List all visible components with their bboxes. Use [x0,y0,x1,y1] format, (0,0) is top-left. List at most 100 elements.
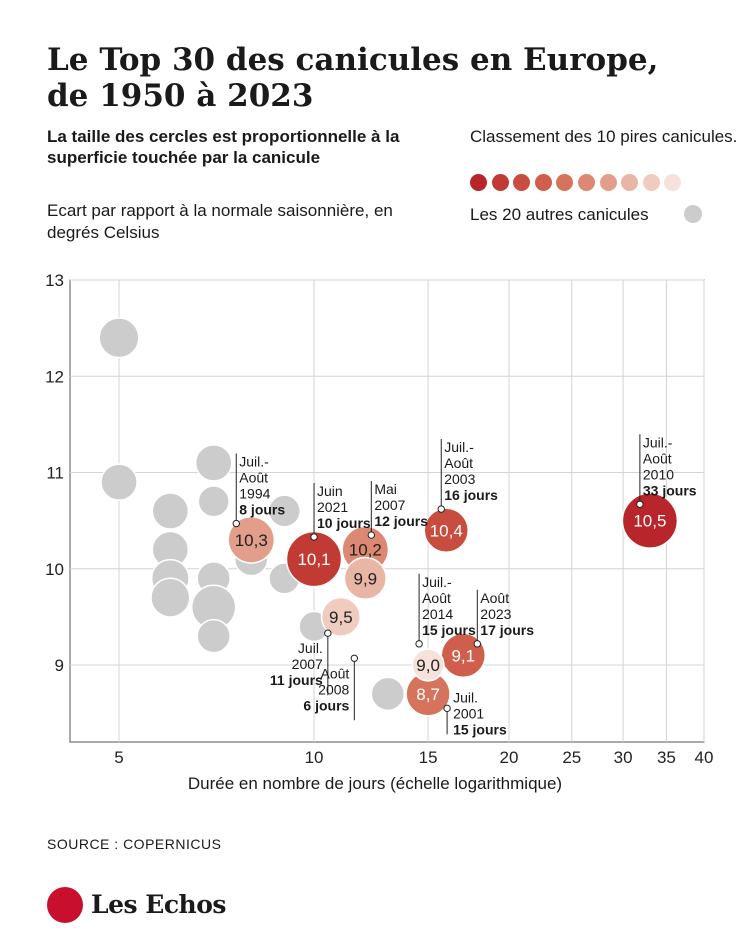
annotation-dot [443,704,451,713]
ranked-heatwave-value-label: 9,5 [329,608,353,627]
annotation-text: Mai [374,481,397,497]
annotation-dot [324,629,332,637]
other-heatwave-point [197,485,230,518]
annotation-text: 2023 [480,606,511,622]
annotation-text: 1994 [239,486,270,502]
source-note: SOURCE : COPERNICUS [47,836,222,852]
annotation-text: Juil.- [422,574,452,590]
annotation-text: 16 jours [444,487,498,503]
legend-rank-dot-7 [599,174,617,191]
other-heatwave-point [151,492,190,530]
other-heatwave-point [267,494,301,528]
annotation-text: 17 jours [480,622,534,638]
legend-rank-dot-10 [664,174,682,191]
annotation-dot [367,531,376,539]
ranked-heatwave-value-label: 10,4 [430,521,463,540]
annotation-text: 2007 [292,656,323,672]
y-axis-note: Ecart par rapport à la normale saisonniè… [47,201,393,242]
legend-rank-dot-4 [534,174,552,191]
y-tick-label: 10 [45,560,64,579]
annotation-dot [473,640,481,648]
annotation-text: 2001 [453,705,484,721]
legend-other-label: Les 20 autres canicules [470,205,649,224]
other-heatwave-point [194,444,233,482]
other-heatwave-point [100,463,138,501]
x-tick-label: 10 [305,748,324,765]
ranked-heatwave-value-label: 10,1 [297,550,330,569]
annotation-text: Août [480,590,509,606]
annotation-dot [437,505,445,513]
legend-rank-dot-3 [513,174,531,191]
annotation-text: 2010 [643,466,674,482]
annotation-text: Août [422,590,451,606]
legend-rank-dot-5 [556,174,574,191]
legend-rank-dot-6 [578,174,595,191]
x-tick-label: 30 [614,748,633,765]
y-tick-label: 11 [46,464,64,483]
other-heatwave-point [150,577,191,618]
ranked-heatwave-value-label: 9,0 [416,656,440,675]
annotation-text: Août [643,450,672,466]
annotation-text: 33 jours [643,482,697,498]
annotation-text: 2008 [318,681,349,697]
annotation-text: Août [444,455,473,471]
ranked-heatwave-value-label: 9,9 [353,569,377,588]
ranked-heatwave-value-label: 10,5 [633,512,666,531]
annotation-dot [232,519,240,528]
legend-rank-dot-9 [642,174,660,191]
annotation-text: Août [239,470,268,486]
ranked-heatwave-value-label: 9,1 [451,646,475,665]
ranked-heatwave-value-label: 8,7 [416,685,440,704]
annotation-dot [310,533,318,541]
annotation-text: Juil.- [239,454,269,470]
ranked-heatwaves-layer [227,492,679,717]
chart-subtitle: La taille des cercles est proportionnell… [47,127,400,167]
legend-other-dot [684,205,702,223]
y-tick-label: 12 [45,367,64,386]
annotation-text: Août [321,665,350,681]
annotation-text: 2003 [444,471,475,487]
annotation-text: 2014 [422,606,453,622]
ranked-heatwave-point-10 [411,648,445,682]
y-tick-label: 9 [55,656,64,675]
x-tick-label: 5 [114,748,123,765]
annotation-text: 6 jours [303,697,349,713]
annotation-dot [636,500,644,508]
ranked-heatwave-value-label: 10,2 [349,541,382,560]
other-heatwave-point [370,676,406,712]
annotation-text: 11 jours [270,672,323,688]
y-tick-label: 13 [45,271,64,290]
legend-rank-dot-8 [621,174,639,191]
other-heatwave-point [196,618,231,654]
annotation-text: 15 jours [453,721,507,737]
x-axis-title: Durée en nombre de jours (échelle logari… [187,774,563,793]
annotation-text: 15 jours [422,622,476,638]
annotation-dot [415,640,423,648]
ranked-heatwave-point-3 [423,507,469,553]
x-tick-label: 25 [562,748,581,765]
annotation-text: Juil. [453,689,478,705]
x-tick-label: 15 [419,748,438,765]
x-tick-label: 20 [500,748,519,765]
annotation-text: Juil.- [643,434,673,450]
ranked-heatwave-point-1 [621,492,679,549]
ranked-heatwave-point-8 [343,556,387,601]
legend-ranked-label: Classement des 10 pires canicules. [470,127,738,146]
annotation-text: 10 jours [317,515,371,531]
other-heatwave-point [98,317,140,359]
annotation-text: 2007 [374,497,405,513]
annotation-text: Juin [317,483,343,499]
annotation-dot [350,654,359,662]
ranked-heatwave-point-9 [320,596,361,637]
